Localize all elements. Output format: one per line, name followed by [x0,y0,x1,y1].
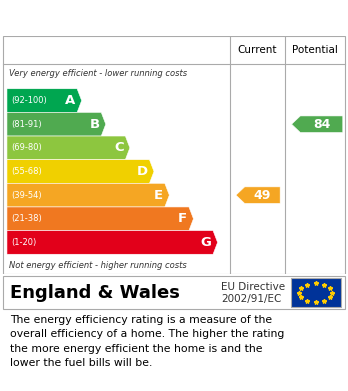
Text: E: E [154,188,163,202]
Text: 84: 84 [313,118,330,131]
Text: Current: Current [238,45,277,55]
Text: Energy Efficiency Rating: Energy Efficiency Rating [10,11,232,26]
Bar [291,278,341,307]
Text: B: B [89,118,100,131]
Text: England & Wales: England & Wales [10,283,180,302]
Polygon shape [7,231,218,254]
Polygon shape [292,116,343,133]
Text: G: G [200,236,211,249]
Text: D: D [137,165,148,178]
Text: C: C [114,142,124,154]
Polygon shape [7,89,82,112]
Text: 49: 49 [254,188,271,202]
Text: A: A [65,94,76,107]
Text: (92-100): (92-100) [11,96,47,105]
Text: (21-38): (21-38) [11,214,42,223]
Polygon shape [7,160,154,183]
Text: (69-80): (69-80) [11,143,42,152]
Text: (55-68): (55-68) [11,167,42,176]
Text: Potential: Potential [292,45,338,55]
Text: Not energy efficient - higher running costs: Not energy efficient - higher running co… [9,261,187,270]
Text: (1-20): (1-20) [11,238,37,247]
Polygon shape [7,207,193,231]
Text: The energy efficiency rating is a measure of the
overall efficiency of a home. T: The energy efficiency rating is a measur… [10,315,285,368]
Polygon shape [236,187,280,203]
Text: (81-91): (81-91) [11,120,42,129]
Text: Very energy efficient - lower running costs: Very energy efficient - lower running co… [9,68,187,77]
Text: EU Directive: EU Directive [221,282,285,292]
Polygon shape [7,183,169,207]
Text: F: F [178,212,187,225]
Polygon shape [7,112,106,136]
Text: (39-54): (39-54) [11,191,42,200]
Polygon shape [7,136,130,160]
Text: 2002/91/EC: 2002/91/EC [221,294,281,304]
